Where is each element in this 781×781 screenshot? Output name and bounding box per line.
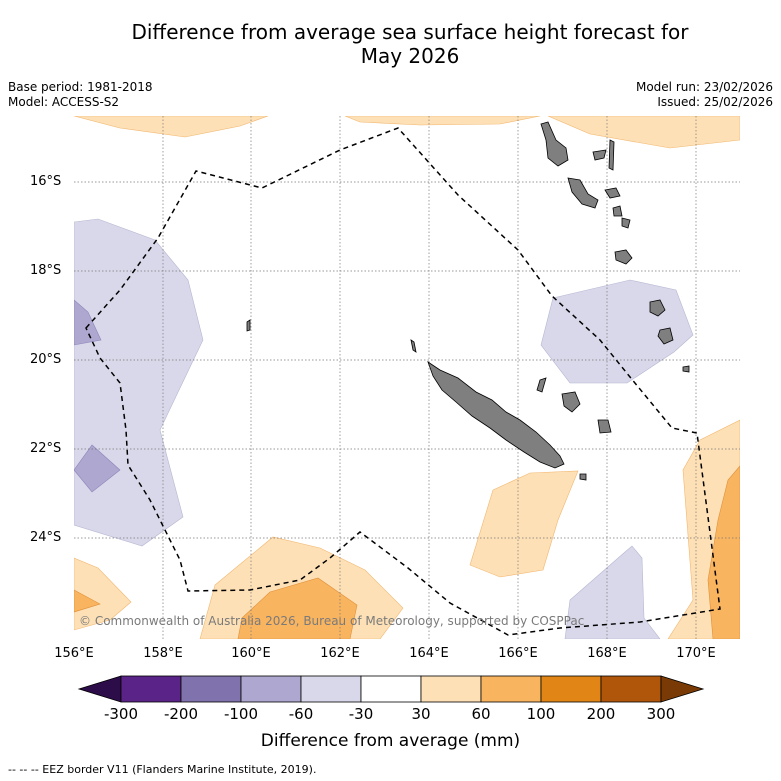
colorbar-segment (240, 675, 302, 703)
vanuatu-island (592, 149, 607, 161)
anomaly-positive-region (74, 557, 132, 631)
graticule (74, 116, 740, 639)
colorbar-tick-label: -60 (288, 705, 314, 723)
colorbar-segment (180, 675, 242, 703)
anomaly-positive-region-strong (74, 589, 101, 613)
anomaly-negative-region-strong (74, 299, 102, 346)
lon-label: 166°E (498, 646, 538, 661)
colorbar-tick-label: 200 (586, 705, 616, 723)
anomaly-positive-region (547, 116, 740, 149)
lon-label: 158°E (143, 646, 183, 661)
colorbar-segment (360, 675, 422, 703)
vanuatu-espiritu-santo (540, 121, 569, 167)
colorbar-extend-low (77, 675, 122, 703)
colorbar-tick-label: 300 (646, 705, 676, 723)
eez-border (85, 127, 721, 636)
vanuatu-malekula (567, 177, 599, 209)
lon-label: 156°E (54, 646, 94, 661)
matthew-island (649, 299, 666, 317)
colorbar-segment (600, 675, 662, 703)
colorbar-tick-label: -200 (163, 705, 199, 723)
lon-label: 170°E (676, 646, 716, 661)
colorbar-tick-label: 30 (411, 705, 431, 723)
anomaly-positive-region-strong (707, 465, 740, 639)
anomaly-positive-region (469, 470, 579, 578)
colorbar-segment (420, 675, 482, 703)
loyalty-island-ouvea (536, 377, 547, 393)
colorbar-segment (120, 675, 182, 703)
colorbar-tick-label: 60 (471, 705, 491, 723)
map-title: Difference from average sea surface heig… (60, 20, 760, 68)
lat-label: 20°S (30, 352, 62, 367)
isle-of-pines (579, 473, 587, 481)
colorbar-segment (540, 675, 602, 703)
lat-label: 24°S (30, 530, 62, 545)
issued-date: Issued: 25/02/2026 (657, 95, 773, 109)
colorbar-tick-label: -30 (348, 705, 374, 723)
vanuatu-island (608, 139, 615, 171)
lat-label: 16°S (30, 174, 62, 189)
anomaly-negative-region-strong (74, 444, 121, 493)
meta-right: Model run: 23/02/2026 Issued: 25/02/2026 (636, 80, 773, 110)
chesterfield-reef (246, 319, 251, 332)
small-reef (410, 339, 417, 353)
hunter-island (657, 327, 674, 345)
colorbar-tick-label: -100 (223, 705, 259, 723)
title-line-1: Difference from average sea surface heig… (131, 20, 689, 44)
small-island (682, 365, 690, 373)
lat-label: 22°S (30, 441, 62, 456)
colorbar-label: Difference from average (mm) (260, 731, 521, 751)
anomaly-positive-region (74, 116, 269, 138)
vanuatu-efate (604, 187, 621, 199)
lon-label: 162°E (320, 646, 360, 661)
model-run: Model run: 23/02/2026 (635, 80, 773, 94)
anomaly-positive-region (344, 116, 541, 126)
eez-legend: -- -- -- EEZ border V11 (Flanders Marine… (8, 763, 317, 776)
colorbar-tick-label: -300 (103, 705, 139, 723)
copyright-notice: © Commonwealth of Australia 2026, Bureau… (79, 614, 585, 628)
vanuatu-island (612, 205, 623, 217)
lon-label: 168°E (587, 646, 627, 661)
model-name: Model: ACCESS-S2 (8, 95, 120, 109)
vanuatu-tanna (614, 249, 633, 265)
loyalty-island-mare (597, 419, 612, 434)
title-line-2: May 2026 (360, 44, 460, 68)
land (246, 121, 690, 481)
meta-left: Base period: 1981-2018 Model: ACCESS-S2 (8, 80, 153, 110)
colorbar-tick-label: 100 (526, 705, 556, 723)
colorbar-extend-high (660, 675, 705, 703)
lat-label: 18°S (30, 263, 62, 278)
vanuatu-island (621, 217, 631, 229)
base-period: Base period: 1981-2018 (8, 80, 153, 94)
anomaly-negative-region (564, 545, 661, 639)
map-area (74, 116, 740, 639)
lon-label: 164°E (409, 646, 449, 661)
colorbar-segment (480, 675, 542, 703)
loyalty-island-lifou (561, 391, 581, 413)
new-caledonia-island (427, 360, 565, 469)
colorbar-segment (300, 675, 362, 703)
colorbar (77, 675, 705, 703)
lon-label: 160°E (231, 646, 271, 661)
anomaly-positive-region-strong (237, 577, 358, 639)
